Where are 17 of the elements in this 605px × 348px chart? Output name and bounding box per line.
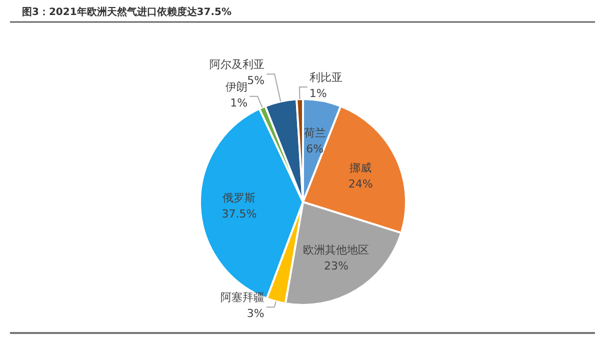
data-label: 37.5%: [222, 207, 257, 220]
slice-label: 挪威: [350, 161, 372, 174]
slice-label: 欧洲其他地区: [303, 244, 370, 257]
slice-label: 利比亚: [309, 71, 342, 84]
data-label: 23%: [324, 260, 348, 273]
slice-label: 荷兰: [304, 126, 326, 140]
data-label: 6%: [306, 142, 324, 156]
slice-label: 俄罗斯: [222, 191, 256, 204]
slice-label: 阿尔及利亚: [210, 58, 265, 72]
data-label: 1%: [230, 96, 248, 110]
slice-label: 阿塞拜疆: [220, 291, 264, 304]
data-label: 24%: [348, 177, 373, 190]
slice-label: 伊朗: [226, 80, 248, 94]
data-label: 5%: [247, 74, 265, 88]
data-label: 3%: [246, 307, 264, 320]
chart-title: 图3：2021年欧洲天然气进口依赖度达37.5%: [22, 6, 232, 18]
data-label: 1%: [309, 87, 327, 100]
